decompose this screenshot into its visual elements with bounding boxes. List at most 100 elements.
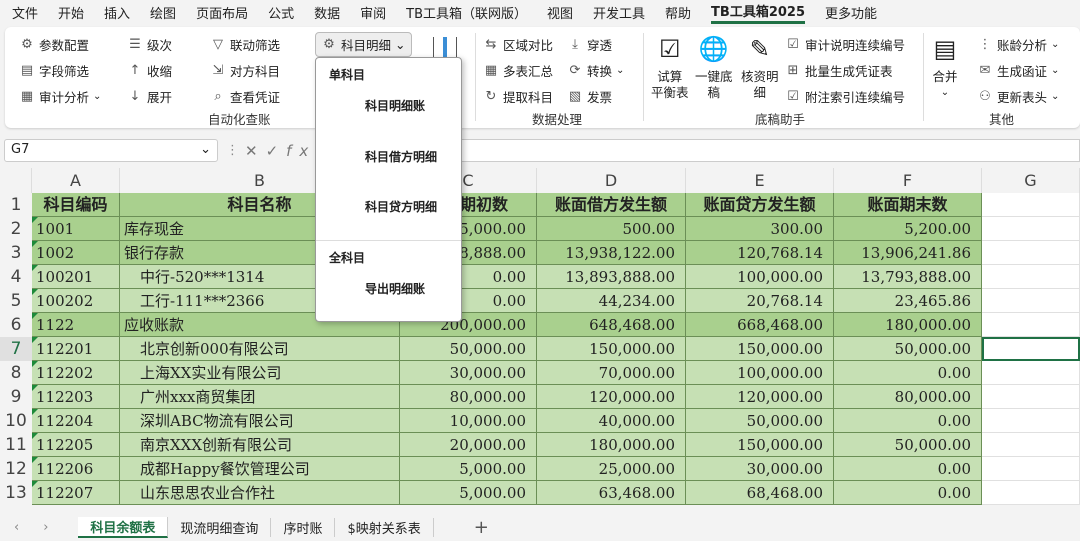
cell[interactable] (982, 433, 1080, 457)
ribbon-button[interactable]: ☰ 级次 (127, 35, 172, 54)
ribbon-button[interactable]: ▦ 审计分析 ⌄ (19, 87, 102, 106)
row-header[interactable]: 11 (5, 435, 27, 455)
cell-amount[interactable]: 13,893,888.00 (537, 265, 686, 289)
cell[interactable] (982, 265, 1080, 289)
ribbon-button[interactable]: ▽ 联动筛选 (210, 35, 280, 54)
sheet-tab[interactable]: 序时账 (271, 518, 336, 537)
cell-amount[interactable]: 30,000.00 (400, 361, 537, 385)
ribbon-big-button[interactable]: ▤ 合并 ⌄ (929, 33, 961, 101)
cell[interactable] (982, 289, 1080, 313)
row-header[interactable]: 4 (10, 267, 22, 287)
column-title[interactable]: 账面期末数 (834, 193, 982, 217)
cell-amount[interactable]: 120,768.14 (686, 241, 834, 265)
ribbon-button[interactable]: ⇆ 区域对比 (483, 35, 553, 54)
cell-amount[interactable]: 5,200.00 (834, 217, 982, 241)
cell-amount[interactable]: 68,468.00 (686, 481, 834, 505)
cell-amount[interactable]: 23,465.86 (834, 289, 982, 313)
cell-name[interactable]: 南京XXX创新有限公司 (120, 433, 400, 457)
add-sheet-icon[interactable]: + (473, 517, 489, 538)
menu-item-detail-ledger[interactable]: 科目明细账 (365, 99, 426, 113)
column-header[interactable]: F (834, 168, 982, 193)
cell-code[interactable]: 112206 (32, 457, 120, 481)
cell-amount[interactable]: 0.00 (834, 481, 982, 505)
cell-amount[interactable]: 63,468.00 (537, 481, 686, 505)
cell-amount[interactable]: 70,000.00 (537, 361, 686, 385)
selected-cell[interactable] (982, 337, 1080, 361)
cell[interactable] (982, 361, 1080, 385)
menu-item[interactable]: 帮助 (665, 6, 692, 22)
ribbon-button[interactable]: ⊞ 批量生成凭证表 (785, 61, 893, 80)
ribbon-button[interactable]: ☑ 审计说明连续编号 (785, 35, 905, 54)
row-header[interactable]: 13 (5, 483, 27, 503)
cell-amount[interactable]: 0.00 (834, 457, 982, 481)
ribbon-button[interactable]: ⚙ 参数配置 (19, 35, 89, 54)
cell-name[interactable]: 成都Happy餐饮管理公司 (120, 457, 400, 481)
cell-amount[interactable]: 10,000.00 (400, 409, 537, 433)
ribbon-button[interactable]: ↑ 收缩 (127, 61, 172, 80)
menu-item-credit-detail[interactable]: 科目贷方明细 (365, 200, 438, 214)
ribbon-big-button[interactable]: 🌐 一键底稿 (695, 33, 733, 101)
menu-item-debit-detail[interactable]: 科目借方明细 (365, 150, 438, 164)
cell-code[interactable]: 112205 (32, 433, 120, 457)
cell-amount[interactable]: 13,906,241.86 (834, 241, 982, 265)
row-header[interactable]: 1 (10, 195, 22, 215)
menu-item[interactable]: 审阅 (360, 6, 387, 22)
cell-amount[interactable]: 150,000.00 (537, 337, 686, 361)
menu-item[interactable]: 页面布局 (196, 6, 249, 22)
ribbon-button[interactable]: ▧ 发票 (567, 87, 612, 106)
cell-amount[interactable]: 100,000.00 (686, 265, 834, 289)
cell-code[interactable]: 112202 (32, 361, 120, 385)
cell-code[interactable]: 100201 (32, 265, 120, 289)
ribbon-button[interactable]: ☑ 附注索引连续编号 (785, 87, 905, 106)
ribbon-big-button[interactable]: ☑ 试算 平衡表 (651, 33, 689, 101)
cell-amount[interactable]: 180,000.00 (537, 433, 686, 457)
menu-item[interactable]: 公式 (268, 6, 295, 22)
row-header[interactable]: 12 (5, 459, 27, 479)
formula-controls[interactable]: ✕✓fx (245, 141, 317, 160)
cell-name[interactable]: 山东思思农业合作社 (120, 481, 400, 505)
cell-amount[interactable]: 5,000.00 (400, 481, 537, 505)
menu-item[interactable]: 视图 (547, 6, 574, 22)
ribbon-button[interactable]: ↓ 展开 (127, 87, 172, 106)
cell-name[interactable]: 广州xxx商贸集团 (120, 385, 400, 409)
cell-name[interactable]: 上海XX实业有限公司 (120, 361, 400, 385)
sheet-tab[interactable]: 现流明细查询 (168, 518, 272, 537)
cell-amount[interactable]: 180,000.00 (834, 313, 982, 337)
cell[interactable] (982, 313, 1080, 337)
cell-code[interactable]: 112204 (32, 409, 120, 433)
cell-amount[interactable]: 40,000.00 (537, 409, 686, 433)
cell[interactable] (982, 457, 1080, 481)
cell-amount[interactable]: 13,938,122.00 (537, 241, 686, 265)
prev-sheet-icon[interactable]: ‹ (14, 520, 20, 535)
cell-amount[interactable]: 120,000.00 (537, 385, 686, 409)
cell-code[interactable]: 1122 (32, 313, 120, 337)
cell-amount[interactable]: 300.00 (686, 217, 834, 241)
cell-code[interactable]: 112203 (32, 385, 120, 409)
cell-amount[interactable]: 25,000.00 (537, 457, 686, 481)
menu-item[interactable]: 文件 (12, 6, 39, 22)
cell-amount[interactable]: 20,000.00 (400, 433, 537, 457)
ribbon-button[interactable]: ⟳ 转换 ⌄ (567, 61, 625, 80)
row-header[interactable]: 2 (10, 219, 22, 239)
cell-amount[interactable]: 100,000.00 (686, 361, 834, 385)
menu-item[interactable]: TB工具箱2025 (711, 1, 806, 24)
ribbon-button[interactable]: ↻ 提取科目 (483, 87, 553, 106)
menu-item[interactable]: TB工具箱（联网版） (406, 6, 527, 22)
cell-code[interactable]: 112201 (32, 337, 120, 361)
cell-amount[interactable]: 50,000.00 (400, 337, 537, 361)
cell-code[interactable]: 100202 (32, 289, 120, 313)
row-header[interactable]: 6 (10, 315, 22, 335)
menu-item[interactable]: 开始 (58, 6, 85, 22)
next-sheet-icon[interactable]: › (43, 520, 49, 535)
cell[interactable] (982, 481, 1080, 505)
cell-name[interactable]: 北京创新000有限公司 (120, 337, 400, 361)
column-header[interactable]: D (537, 168, 686, 193)
ribbon-button[interactable]: ▤ 字段筛选 (19, 61, 89, 80)
row-header[interactable]: 3 (10, 243, 22, 263)
column-header[interactable]: A (32, 168, 120, 193)
row-header[interactable]: 5 (10, 291, 22, 311)
cell-amount[interactable]: 648,468.00 (537, 313, 686, 337)
cell-amount[interactable]: 5,000.00 (400, 457, 537, 481)
column-title[interactable]: 科目编码 (32, 193, 120, 217)
ribbon-button[interactable]: ⋮ 账龄分析 ⌄ (977, 35, 1060, 54)
